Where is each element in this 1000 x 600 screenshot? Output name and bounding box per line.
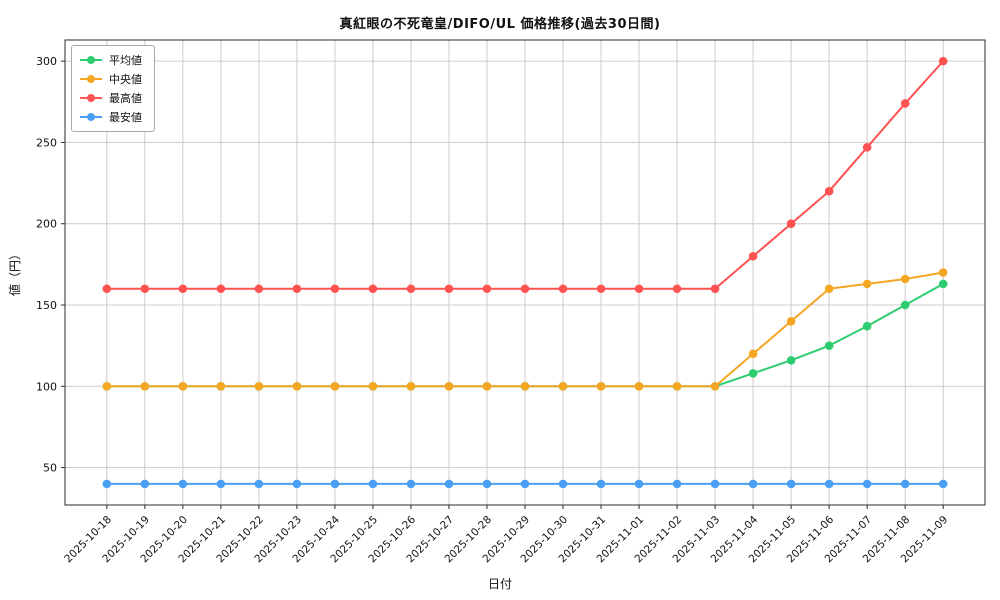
series-1-point	[178, 382, 188, 391]
series-3-point	[558, 479, 568, 489]
series-3-point	[786, 479, 796, 489]
series-0-point	[938, 279, 948, 289]
series-2-point	[140, 284, 150, 294]
series-3-point	[596, 479, 606, 489]
series-1-point	[520, 382, 530, 391]
series-3-point	[520, 479, 530, 489]
series-2-point	[634, 284, 644, 294]
series-2-point	[558, 284, 568, 294]
series-1-point	[558, 382, 568, 391]
series-2-point	[862, 143, 872, 152]
series-2-point	[102, 284, 112, 294]
series-3-point	[140, 479, 150, 489]
series-1-point	[862, 279, 872, 289]
series-1-point	[254, 382, 264, 391]
series-1-point	[368, 382, 378, 391]
series-1-point	[634, 382, 644, 391]
series-0-point	[862, 321, 872, 331]
series-3-point	[482, 479, 492, 489]
series-3-point	[634, 479, 644, 489]
series-1-point	[672, 382, 682, 391]
series-0-point	[824, 341, 834, 350]
series-2-point	[824, 186, 834, 196]
series-0-point	[900, 300, 910, 310]
series-1-point	[596, 382, 606, 391]
series-3-point	[862, 479, 872, 489]
series-3-point	[824, 479, 834, 489]
series-2-point	[482, 284, 492, 294]
series-2-point	[520, 284, 530, 294]
legend-label-3: 最安値	[109, 111, 142, 124]
series-2-point	[748, 251, 758, 261]
series-1-point	[824, 284, 834, 294]
legend-line-marker-icon	[80, 93, 102, 103]
series-3-point	[938, 479, 948, 489]
series-2-point	[178, 284, 188, 294]
series-1-point	[292, 382, 302, 391]
series-3-point	[672, 479, 682, 489]
series-2-point	[216, 284, 226, 294]
series-2-point	[406, 284, 416, 294]
legend-item-2: 最高値	[80, 90, 142, 106]
series-3-point	[710, 479, 720, 489]
series-1-point	[102, 382, 112, 391]
legend-item-1: 中央値	[80, 71, 142, 87]
series-0-point	[748, 369, 758, 378]
legend-label-0: 平均値	[109, 54, 142, 67]
series-3-point	[254, 479, 264, 489]
series-2-point	[368, 284, 378, 294]
series-3-point	[292, 479, 302, 489]
y-tick-label: 250	[36, 136, 57, 149]
series-1-point	[482, 382, 492, 391]
series-2-point	[444, 284, 454, 294]
series-2-point	[710, 284, 720, 294]
legend-line-marker-icon	[80, 55, 102, 65]
series-3-point	[330, 479, 340, 489]
series-2-point	[786, 219, 796, 229]
series-3-point	[900, 479, 910, 489]
series-1-point	[330, 382, 340, 391]
series-1-point	[900, 274, 910, 284]
series-2-point	[254, 284, 264, 294]
series-1-point	[140, 382, 150, 391]
series-0-point	[786, 355, 796, 365]
series-2-point	[330, 284, 340, 294]
series-1-point	[786, 316, 796, 326]
y-axis-label: 値（円）	[8, 248, 22, 297]
series-2-point	[900, 99, 910, 108]
y-tick-label: 150	[36, 299, 57, 312]
y-tick-label: 100	[36, 380, 57, 393]
series-1-point	[216, 382, 226, 391]
series-3-point	[406, 479, 416, 489]
chart-legend: 平均値中央値最高値最安値	[71, 45, 155, 132]
series-1-point	[938, 268, 948, 277]
y-tick-label: 50	[43, 462, 57, 475]
series-2-point	[596, 284, 606, 294]
series-3-point	[216, 479, 226, 489]
series-3-point	[748, 479, 758, 489]
y-tick-label: 300	[36, 55, 57, 68]
series-1-point	[710, 382, 720, 391]
legend-item-0: 平均値	[80, 52, 142, 68]
series-2-point	[292, 284, 302, 294]
chart-title: 真紅眼の不死竜皇/DIFO/UL 価格推移(過去30日間)	[339, 17, 661, 32]
series-1-point	[444, 382, 454, 391]
series-3-point	[178, 479, 188, 489]
legend-line-marker-icon	[80, 112, 102, 122]
legend-line-marker-icon	[80, 74, 102, 84]
series-3-point	[444, 479, 454, 489]
legend-label-2: 最高値	[109, 92, 142, 105]
legend-item-3: 最安値	[80, 109, 142, 125]
legend-label-1: 中央値	[109, 73, 142, 86]
series-2-point	[938, 56, 948, 66]
y-tick-label: 200	[36, 218, 57, 231]
series-1-point	[406, 382, 416, 391]
x-axis-label: 日付	[487, 577, 512, 591]
series-1-point	[748, 349, 758, 359]
series-3-point	[102, 479, 112, 489]
series-2-point	[672, 284, 682, 294]
series-3-point	[368, 479, 378, 489]
